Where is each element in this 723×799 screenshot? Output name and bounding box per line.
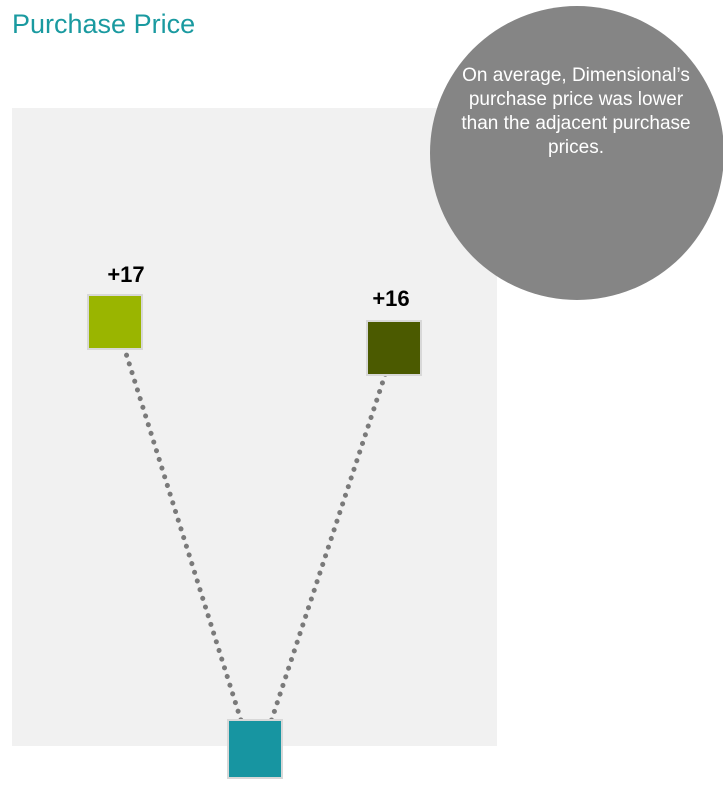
marker-center: [227, 719, 283, 779]
callout-text: On average, Dimensional’s purchase price…: [461, 65, 691, 158]
markers: [87, 294, 422, 779]
connectors: [121, 344, 389, 749]
dotted-connector-right: [260, 369, 389, 749]
marker-right: [366, 320, 422, 376]
data-label-right: +16: [372, 286, 409, 311]
chart-title: Purchase Price: [12, 9, 196, 39]
data-labels: +17 +16: [107, 262, 409, 311]
plot-panel: [12, 108, 497, 746]
marker-left: [87, 294, 143, 350]
data-label-left: +17: [107, 262, 144, 287]
dotted-connector-left: [121, 344, 252, 749]
callout-bubble: [430, 6, 723, 300]
